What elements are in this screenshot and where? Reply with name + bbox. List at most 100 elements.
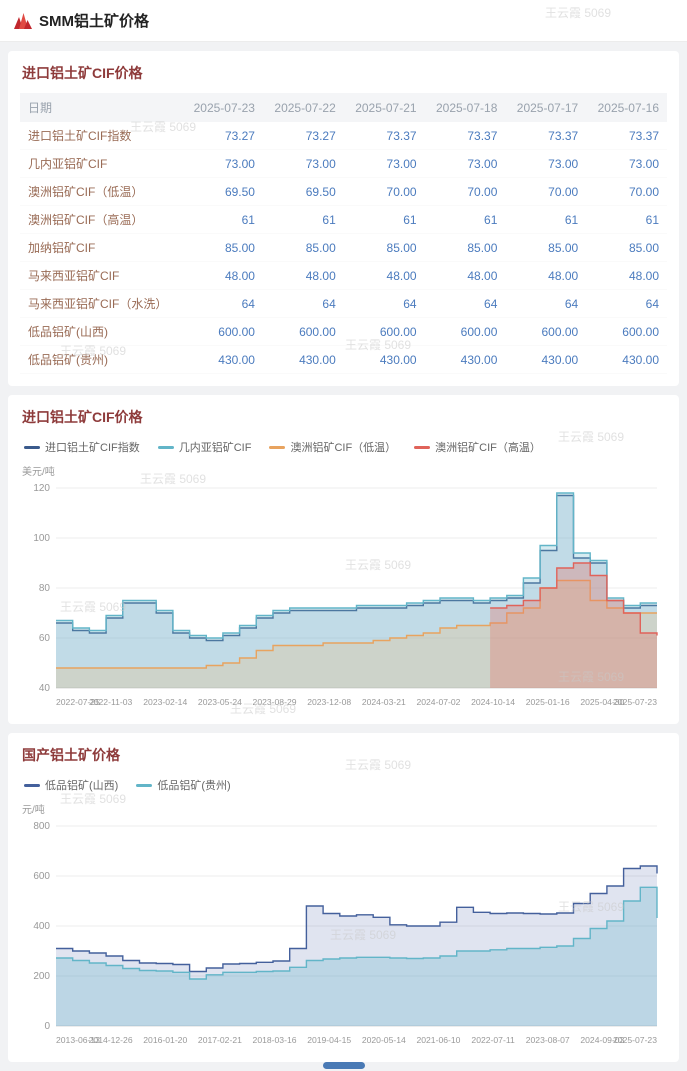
price-value: 85.00 <box>586 233 667 262</box>
legend-marker <box>157 445 174 449</box>
price-value: 69.50 <box>262 177 344 206</box>
price-value: 61 <box>424 205 506 234</box>
legend-label: 进口铝土矿CIF指数 <box>45 442 140 454</box>
legend-item[interactable]: 澳洲铝矿CIF（高温） <box>414 439 541 455</box>
price-value: 73.00 <box>586 149 667 178</box>
legend-marker <box>269 445 286 449</box>
svg-text:2023-12-08: 2023-12-08 <box>307 697 351 707</box>
svg-text:2017-02-21: 2017-02-21 <box>198 1035 242 1045</box>
price-value: 85.00 <box>262 233 344 262</box>
row-label: 进口铝土矿CIF指数 <box>20 122 183 150</box>
price-value: 430.00 <box>182 345 263 374</box>
price-value: 61 <box>505 205 587 234</box>
price-value: 600.00 <box>586 317 667 346</box>
price-value: 85.00 <box>505 233 587 262</box>
import-chart-title: 进口铝土矿CIF价格 <box>22 409 143 425</box>
svg-text:2022-11-03: 2022-11-03 <box>89 697 133 707</box>
price-value: 61 <box>343 205 425 234</box>
date-column-header: 2025-07-17 <box>516 100 579 115</box>
page-title: SMM铝土矿价格 <box>39 13 149 30</box>
svg-text:2025-07-23: 2025-07-23 <box>613 1035 657 1045</box>
import-price-chart-card: 进口铝土矿CIF价格 进口铝土矿CIF指数 几内亚铝矿CIF 澳洲铝矿CIF（低温）… <box>8 395 679 724</box>
legend-item[interactable]: 进口铝土矿CIF指数 <box>24 439 140 455</box>
import-price-table: 日期 2025-07-23 2025-07-22 2025-07-21 2025-07-… <box>20 93 667 374</box>
date-column-header: 2025-07-21 <box>355 100 417 115</box>
domestic-chart-title: 国产铝土矿价格 <box>22 747 120 763</box>
legend-label: 澳洲铝矿CIF（高温） <box>435 442 541 454</box>
svg-text:2016-01-20: 2016-01-20 <box>143 1035 187 1045</box>
legend-item[interactable]: 澳洲铝矿CIF（低温） <box>269 439 396 455</box>
price-value: 48.00 <box>182 261 263 290</box>
price-value: 73.37 <box>505 122 587 150</box>
table-row: 马来西亚铝矿CIF（水洗） 64 64 64 64 64 64 <box>20 289 667 318</box>
price-value: 48.00 <box>262 261 344 290</box>
table-row: 澳洲铝矿CIF（低温） 69.50 69.50 70.00 70.00 70.00 70.0… <box>20 177 667 206</box>
svg-text:2023-08-29: 2023-08-29 <box>253 697 297 707</box>
price-value: 73.37 <box>424 122 506 150</box>
svg-text:2023-08-07: 2023-08-07 <box>526 1035 570 1045</box>
price-value: 48.00 <box>343 261 425 290</box>
scroll-indicator[interactable] <box>322 1062 365 1069</box>
table-row: 加纳铝矿CIF 85.00 85.00 85.00 85.00 85.00 85.00 <box>20 233 667 262</box>
svg-text:2023-02-14: 2023-02-14 <box>143 697 187 707</box>
price-value: 64 <box>424 289 506 318</box>
price-value: 73.37 <box>586 122 667 150</box>
legend-label: 澳洲铝矿CIF（低温） <box>290 442 397 454</box>
svg-text:2023-05-24: 2023-05-24 <box>198 697 242 707</box>
row-label: 几内亚铝矿CIF <box>20 149 183 178</box>
table-header-row: 日期 2025-07-23 2025-07-22 2025-07-21 2025-07-… <box>20 93 667 122</box>
price-value: 70.00 <box>586 177 667 206</box>
row-label: 加纳铝矿CIF <box>20 233 183 262</box>
domestic-chart-legend: 低品铝矿(山西) 低品铝矿(贵州) <box>20 775 667 801</box>
date-column-header: 2025-07-23 <box>193 100 255 115</box>
price-value: 85.00 <box>424 233 506 262</box>
price-value: 73.00 <box>424 149 506 178</box>
svg-text:2018-03-16: 2018-03-16 <box>253 1035 297 1045</box>
svg-text:800: 800 <box>33 821 50 832</box>
row-label: 澳洲铝矿CIF（高温） <box>20 205 183 234</box>
price-value: 64 <box>262 289 344 318</box>
svg-text:400: 400 <box>33 921 50 932</box>
date-column-header: 2025-07-16 <box>597 100 659 115</box>
price-value: 48.00 <box>586 261 667 290</box>
table-row: 低品铝矿(山西) 600.00 600.00 600.00 600.00 600.00 60… <box>20 317 667 346</box>
price-value: 69.50 <box>182 177 263 206</box>
svg-text:2024-03-21: 2024-03-21 <box>362 697 406 707</box>
table-row: 几内亚铝矿CIF 73.00 73.00 73.00 73.00 73.00 73.00 <box>20 149 667 178</box>
price-value: 64 <box>586 289 667 318</box>
price-value: 70.00 <box>424 177 506 206</box>
svg-text:40: 40 <box>39 683 51 694</box>
price-value: 600.00 <box>505 317 587 346</box>
row-label: 澳洲铝矿CIF（低温） <box>20 177 183 206</box>
svg-text:2014-12-26: 2014-12-26 <box>89 1035 133 1045</box>
import-price-table-card: 进口铝土矿CIF价格 日期 2025-07-23 2025-07-22 2025-07… <box>8 51 679 386</box>
svg-text:2025-04-30: 2025-04-30 <box>580 697 624 707</box>
price-value: 430.00 <box>505 345 587 374</box>
price-value: 73.37 <box>343 122 425 150</box>
svg-text:2021-06-10: 2021-06-10 <box>416 1035 460 1045</box>
price-value: 430.00 <box>586 345 667 374</box>
table-row: 低品铝矿(贵州) 430.00 430.00 430.00 430.00 430.00 43… <box>20 345 667 374</box>
svg-text:2022-07-11: 2022-07-11 <box>471 1035 515 1045</box>
import-chart-legend: 进口铝土矿CIF指数 几内亚铝矿CIF 澳洲铝矿CIF（低温） 澳洲铝矿CIF（高温） <box>20 437 667 463</box>
svg-text:120: 120 <box>33 483 50 494</box>
svg-text:2022-07-25: 2022-07-25 <box>56 697 100 707</box>
price-value: 73.00 <box>505 149 587 178</box>
domestic-price-chart-card: 国产铝土矿价格 低品铝矿(山西) 低品铝矿(贵州) 元/吨 0 200 400 600 8… <box>8 733 679 1062</box>
svg-text:2025-01-16: 2025-01-16 <box>526 697 570 707</box>
legend-marker <box>136 783 153 787</box>
price-value: 48.00 <box>505 261 587 290</box>
svg-text:2019-04-15: 2019-04-15 <box>307 1035 351 1045</box>
row-label: 马来西亚铝矿CIF（水洗） <box>20 289 183 318</box>
legend-item[interactable]: 低品铝矿(贵州) <box>136 777 231 793</box>
table-row: 马来西亚铝矿CIF 48.00 48.00 48.00 48.00 48.00 48.00 <box>20 261 667 290</box>
legend-label: 几内亚铝矿CIF <box>178 442 252 454</box>
svg-text:2024-07-02: 2024-07-02 <box>416 697 460 707</box>
legend-item[interactable]: 低品铝矿(山西) <box>24 777 118 793</box>
legend-item[interactable]: 几内亚铝矿CIF <box>157 439 252 455</box>
import-chart-unit: 美元/吨 <box>22 467 55 478</box>
legend-label: 低品铝矿(山西) <box>45 780 119 792</box>
